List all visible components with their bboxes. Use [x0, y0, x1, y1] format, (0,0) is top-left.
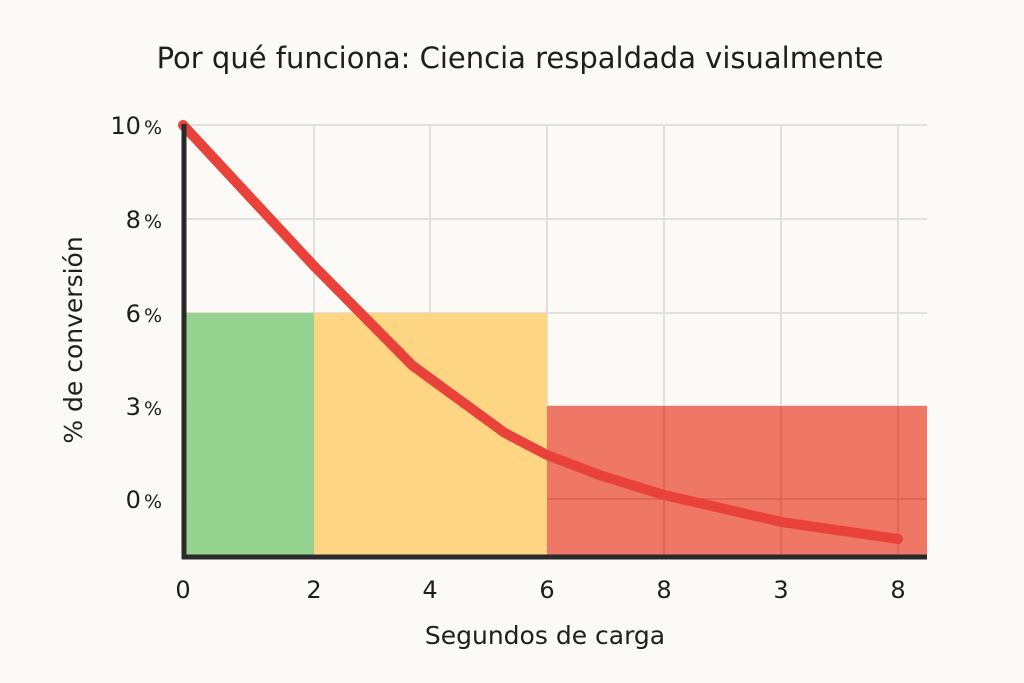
y-tick-label: 3%: [126, 393, 162, 421]
y-tick-label: 6%: [126, 300, 162, 328]
x-axis-label: Segundos de carga: [425, 621, 665, 650]
x-tick-label: 4: [422, 576, 437, 604]
y-tick-label: 8%: [126, 206, 162, 234]
y-tick-label: 10%: [110, 112, 162, 140]
x-tick-labels: 0 2 4 6 8 3 8: [175, 576, 905, 604]
chart-title: Por qué funciona: Ciencia respaldada vis…: [157, 41, 884, 75]
zone-fast: [183, 313, 314, 557]
x-tick-label: 6: [539, 576, 554, 604]
y-tick-label: 0%: [126, 486, 162, 514]
x-tick-label: 2: [306, 576, 321, 604]
y-axis-label: % de conversión: [59, 236, 88, 443]
x-tick-label: 8: [890, 576, 905, 604]
x-tick-label: 3: [773, 576, 788, 604]
zones: [183, 313, 927, 557]
x-tick-label: 0: [175, 576, 190, 604]
chart: Por qué funciona: Ciencia respaldada vis…: [0, 0, 1024, 683]
y-tick-labels: 10% 8% 6% 3% 0%: [110, 112, 162, 514]
x-tick-label: 8: [656, 576, 671, 604]
